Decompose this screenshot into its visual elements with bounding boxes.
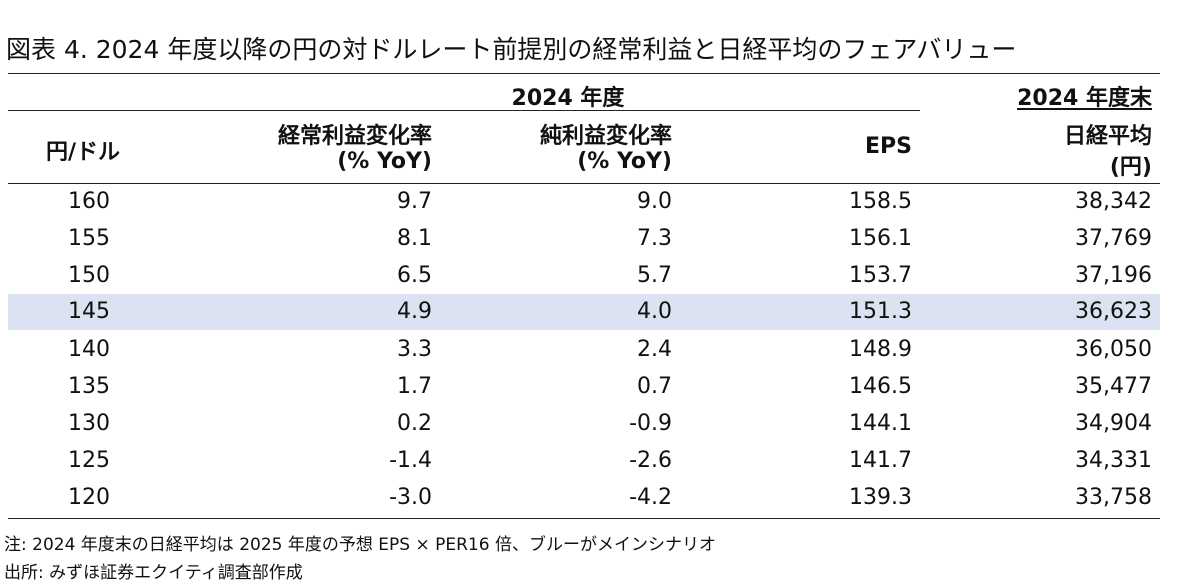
cell-nikkei: 34,331 (1075, 448, 1152, 473)
cell-eps: 139.3 (849, 485, 912, 510)
cell-eps: 146.5 (849, 374, 912, 399)
cell-net: 4.0 (637, 299, 672, 324)
group-header-fyend: 2024 年度末 (1017, 86, 1152, 111)
cell-nikkei: 37,769 (1075, 226, 1152, 251)
main-scenario-highlight (8, 294, 1160, 330)
cell-net: 9.0 (637, 189, 672, 214)
cell-ordinary: 0.2 (397, 411, 432, 436)
cell-nikkei: 36,623 (1075, 299, 1152, 324)
cell-net: -0.9 (629, 411, 672, 436)
cell-net: -2.6 (629, 448, 672, 473)
col-header-ordinary-l1: 経常利益変化率 (277, 124, 432, 149)
cell-eps: 158.5 (849, 189, 912, 214)
cell-rate: 150 (68, 263, 110, 288)
cell-eps: 144.1 (849, 411, 912, 436)
group-underline (8, 110, 920, 111)
col-header-net-l1: 純利益変化率 (539, 124, 672, 149)
cell-nikkei: 38,342 (1075, 189, 1152, 214)
col-header-rate: 円/ドル (46, 140, 121, 165)
cell-eps: 156.1 (849, 226, 912, 251)
cell-nikkei: 33,758 (1075, 485, 1152, 510)
top-rule (8, 73, 1160, 74)
cell-ordinary: 3.3 (397, 337, 432, 362)
cell-rate: 140 (68, 337, 110, 362)
col-header-ordinary-l2: (% YoY) (337, 149, 432, 174)
col-header-nikkei-l1: 日経平均 (1063, 124, 1152, 149)
source-note: 出所: みずほ証券エクイティ調査部作成 (4, 563, 303, 583)
cell-nikkei: 35,477 (1075, 374, 1152, 399)
cell-rate: 160 (68, 189, 110, 214)
cell-nikkei: 37,196 (1075, 263, 1152, 288)
group-header-fy: 2024 年度 (511, 86, 625, 111)
cell-rate: 130 (68, 411, 110, 436)
cell-net: 7.3 (637, 226, 672, 251)
col-header-eps: EPS (865, 134, 912, 159)
cell-ordinary: 4.9 (397, 299, 432, 324)
cell-net: 5.7 (637, 263, 672, 288)
cell-ordinary: 6.5 (397, 263, 432, 288)
cell-net: -4.2 (629, 485, 672, 510)
col-header-net-l2: (% YoY) (577, 149, 672, 174)
cell-nikkei: 36,050 (1075, 337, 1152, 362)
cell-net: 2.4 (637, 337, 672, 362)
table-bottom-rule (8, 518, 1160, 519)
cell-rate: 145 (68, 299, 110, 324)
cell-eps: 153.7 (849, 263, 912, 288)
cell-nikkei: 34,904 (1075, 411, 1152, 436)
cell-rate: 135 (68, 374, 110, 399)
cell-rate: 125 (68, 448, 110, 473)
col-header-nikkei-l2: (円) (1109, 155, 1152, 180)
cell-ordinary: 9.7 (397, 189, 432, 214)
cell-rate: 120 (68, 485, 110, 510)
cell-ordinary: -1.4 (389, 448, 432, 473)
cell-eps: 141.7 (849, 448, 912, 473)
header-bottom-rule (8, 183, 1160, 184)
cell-eps: 148.9 (849, 337, 912, 362)
cell-eps: 151.3 (849, 299, 912, 324)
table-note: 注: 2024 年度末の日経平均は 2025 年度の予想 EPS × PER16… (4, 535, 716, 555)
cell-ordinary: 8.1 (397, 226, 432, 251)
figure-title: 図表 4. 2024 年度以降の円の対ドルレート前提別の経常利益と日経平均のフェ… (6, 35, 1017, 64)
cell-net: 0.7 (637, 374, 672, 399)
cell-ordinary: 1.7 (397, 374, 432, 399)
cell-ordinary: -3.0 (389, 485, 432, 510)
cell-rate: 155 (68, 226, 110, 251)
